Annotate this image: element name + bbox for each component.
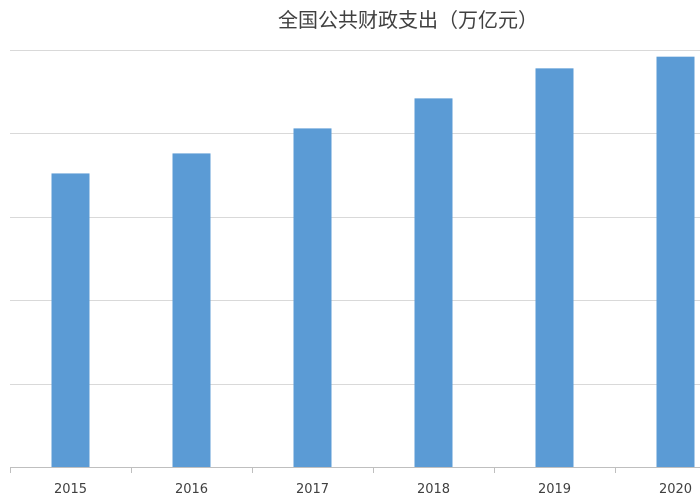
x-tick-label-2018: 2018 bbox=[417, 482, 450, 497]
bar-2019 bbox=[535, 68, 574, 468]
x-tick-label-2019: 2019 bbox=[538, 482, 571, 497]
gridlines bbox=[10, 50, 700, 385]
bar-2016 bbox=[172, 153, 211, 467]
x-tick-label-2016: 2016 bbox=[175, 482, 208, 497]
x-tick-label-2017: 2017 bbox=[296, 482, 329, 497]
x-tick-label-2020: 2020 bbox=[659, 482, 692, 497]
bar-2015 bbox=[51, 173, 90, 467]
chart-title: 全国公共财政支出（万亿元） bbox=[278, 8, 538, 32]
bar-2017 bbox=[293, 128, 332, 467]
x-axis: 2015 2016 2017 2018 2019 2020 bbox=[10, 467, 700, 497]
bar-series bbox=[51, 56, 695, 468]
bar-2018 bbox=[414, 98, 453, 467]
bar-2020 bbox=[656, 56, 695, 468]
x-tick-label-2015: 2015 bbox=[54, 482, 87, 497]
